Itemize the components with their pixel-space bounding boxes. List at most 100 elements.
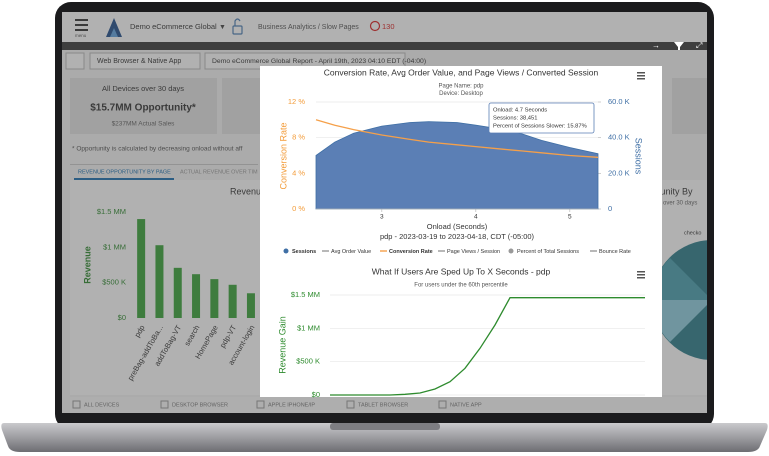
y-tick-label: $500 K [296, 357, 320, 366]
legend-symbol [590, 250, 597, 252]
tab-divider [70, 164, 258, 165]
device-checkbox[interactable] [72, 400, 81, 409]
toolbar-strip [62, 42, 707, 50]
pie-title: ortunity By [650, 186, 693, 196]
chart-menu-bar [637, 274, 645, 276]
device-checkbox[interactable] [346, 400, 355, 409]
device-tab[interactable]: NATIVE APP [450, 402, 482, 408]
y-tick-label: $500 K [102, 278, 126, 287]
device-tab[interactable]: ALL DEVICES [84, 402, 120, 408]
legend-entry[interactable]: Percent of Total Sessions [517, 249, 579, 255]
expand-icon[interactable]: ⤢ [695, 41, 702, 50]
y-tick-label: $0 [312, 390, 320, 399]
revenue-gain-line [330, 297, 645, 396]
summary-card-3[interactable] [672, 78, 712, 134]
bar [210, 279, 219, 318]
filter-icon[interactable] [674, 42, 684, 50]
alert-count: 130 [382, 22, 395, 31]
tooltip [488, 102, 595, 134]
report-text: Demo eCommerce Global Report - April 19t… [212, 58, 426, 65]
breadcrumb: Business Analytics / Slow Pages [258, 24, 359, 31]
bar [246, 293, 255, 318]
logo [106, 18, 122, 37]
menu-label: menu [75, 33, 87, 38]
tooltip-line: Onload: 4.7 Seconds [493, 108, 547, 114]
device-tab[interactable]: TABLET BROWSER [358, 402, 408, 408]
chart-title: What If Users Are Sped Up To X Seconds -… [372, 266, 551, 276]
y-tick-label: $1 MM [297, 323, 320, 332]
alert-icon[interactable] [369, 20, 381, 32]
chart-menu-bar [637, 271, 645, 273]
legend-entry[interactable]: Avg Order Value [331, 249, 371, 255]
bar [155, 245, 164, 318]
legend-entry[interactable]: Bounce Rate [599, 249, 631, 255]
y2-tick-label: 40.0 K [608, 133, 630, 142]
chart-title: Revenu [230, 186, 261, 196]
y-axis-title: Revenue Gain [277, 316, 287, 374]
bar [192, 274, 201, 318]
device-tab[interactable]: APPLE IPHONE/IP [268, 402, 315, 408]
org-name: Demo eCommerce Global [130, 22, 217, 31]
bar [173, 267, 182, 318]
tab-underline [74, 178, 174, 180]
dropdown-caret[interactable]: ▼ [219, 24, 226, 31]
pie-slice-label: checko [684, 230, 701, 236]
bar-chart-panel [70, 180, 260, 395]
y-tick-label: 4 % [292, 168, 305, 177]
tab[interactable]: ACTUAL REVENUE OVER TIM [180, 169, 258, 175]
logo-accent [110, 28, 118, 37]
x-tick-label: 3 [380, 214, 384, 221]
y2-tick-label: 0 [608, 204, 612, 213]
device-tab-bar [70, 397, 707, 413]
legend-symbol [322, 250, 329, 252]
y-tick-label: $1.5 MM [97, 207, 126, 216]
x-axis-subtitle: pdp - 2023-03-19 to 2023-04-18, CDT (-05… [380, 232, 535, 241]
y2-tick-label: 20.0 K [608, 168, 630, 177]
device-checkbox[interactable] [256, 400, 265, 409]
y-tick-label: $1.5 MM [291, 290, 320, 299]
chart-subtitle: Page Name: pdp [438, 84, 484, 90]
lock-icon [232, 25, 243, 35]
legend-symbol [438, 250, 445, 252]
summary-card[interactable] [70, 78, 217, 134]
y-tick-label: $0 [118, 313, 126, 322]
y2-tick-label: 60.0 K [608, 97, 630, 106]
tooltip-line: Sessions: 38,451 [493, 116, 537, 122]
y-tick-label: $1 MM [103, 242, 126, 251]
y-axis-title: Revenue [82, 246, 92, 284]
menu-icon[interactable] [75, 19, 88, 31]
device-tab[interactable]: DESKTOP BROWSER [172, 402, 228, 408]
y-tick-label: 8 % [292, 133, 305, 142]
pie-slice [652, 258, 707, 300]
chart-menu-button[interactable] [637, 72, 645, 80]
modal [260, 66, 662, 397]
chart-subtitle: For users under the 60th percentile [414, 283, 508, 289]
legend-entry[interactable]: Page Views / Session [447, 249, 500, 255]
filter-select[interactable] [89, 52, 201, 70]
legend-entry[interactable]: Sessions [292, 249, 316, 255]
bar [137, 219, 146, 318]
pie-subtitle: sers over 30 days [650, 201, 697, 207]
dashboard-overlay-icons: → ⤢ [652, 41, 702, 50]
legend-symbol [508, 248, 514, 254]
chart-menu-bar [637, 75, 645, 77]
chart-menu-bar [637, 277, 645, 279]
filter-text: Web Browser & Native App [97, 58, 181, 65]
card-opportunity: $15.7MM Opportunity* [90, 103, 196, 114]
tooltip-line: Percent of Sessions Slower: 15.87% [493, 124, 587, 130]
device-checkbox[interactable] [438, 400, 447, 409]
tab[interactable]: REVENUE OPPORTUNITY BY PAGE [78, 169, 171, 175]
export-icon[interactable]: → [652, 41, 660, 50]
settings-button[interactable] [65, 52, 85, 70]
chart-menu-button[interactable] [637, 271, 645, 279]
bar [228, 284, 237, 318]
lock-shackle [234, 18, 241, 26]
y2-axis-title: Sessions [634, 138, 644, 175]
y-axis-title: Conversion Rate [278, 122, 288, 189]
legend-entry[interactable]: Conversion Rate [389, 249, 433, 255]
device-checkbox[interactable] [160, 400, 169, 409]
x-axis-title: Onload (Seconds) [427, 222, 488, 231]
opportunity-note: * Opportunity is calculated by decreasin… [72, 146, 243, 153]
